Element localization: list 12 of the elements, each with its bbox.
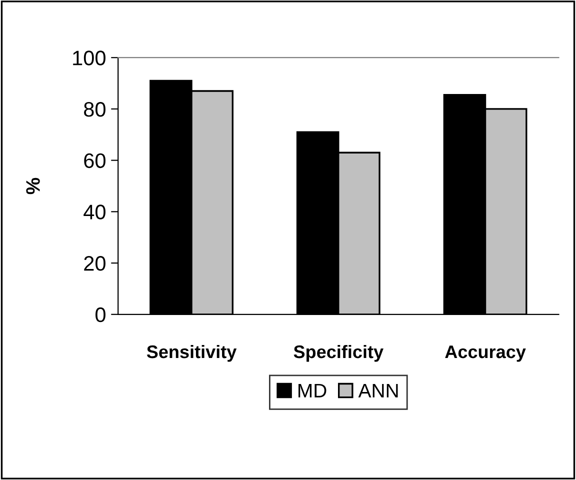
legend-label: MD — [298, 384, 326, 398]
y-axis-title: % — [26, 178, 40, 194]
y-tick-label: 80 — [84, 102, 106, 117]
y-tick-label: 0 — [96, 307, 106, 322]
y-tick-label: 60 — [84, 153, 106, 168]
x-tick-label: Sensitivity — [146, 344, 237, 362]
x-tick-label: Accuracy — [445, 346, 526, 362]
legend-label: ANN — [358, 384, 398, 398]
y-tick-label: 100 — [73, 50, 106, 66]
x-tick-label: Specificity — [294, 344, 384, 362]
y-tick-label: 40 — [84, 204, 106, 220]
y-tick-label: 20 — [84, 256, 106, 271]
